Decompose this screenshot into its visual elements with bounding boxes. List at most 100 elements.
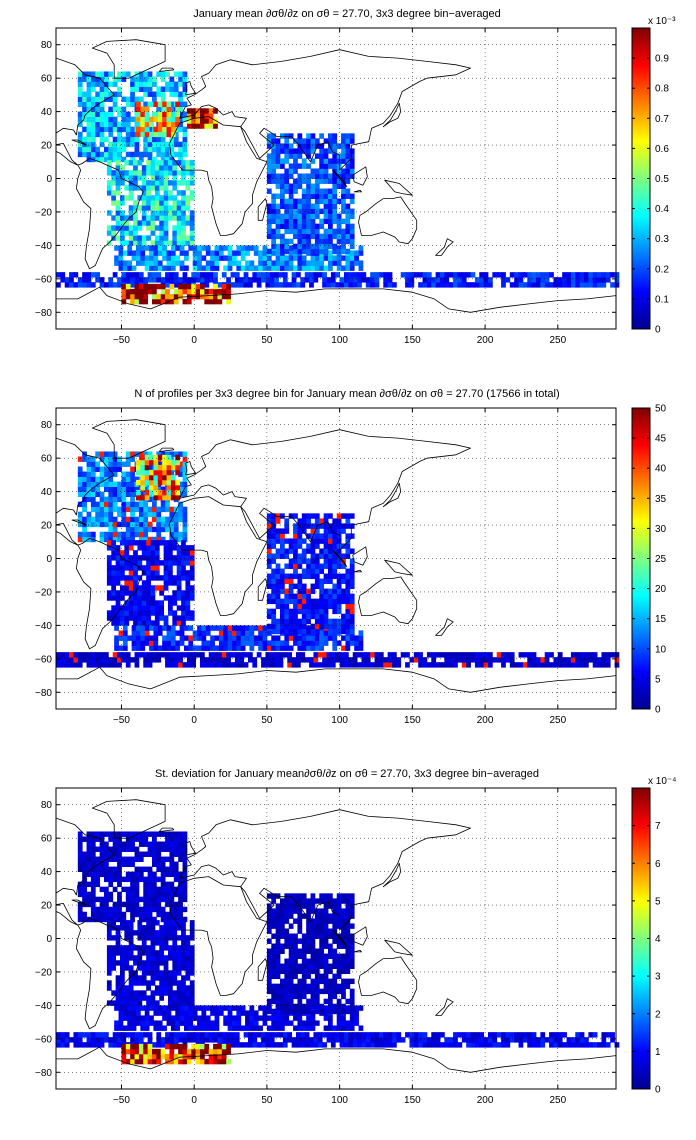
heat-cell [232, 1025, 237, 1031]
heat-cell [284, 933, 290, 939]
heat-cell [173, 861, 179, 867]
heat-cell [280, 963, 285, 969]
heat-cell [147, 91, 153, 97]
heat-cell [205, 1005, 211, 1011]
heat-cell [141, 925, 147, 931]
heat-cell [77, 841, 83, 847]
heat-cell [245, 625, 250, 631]
heat-cell [345, 618, 351, 625]
heat-cell [90, 282, 96, 288]
heat-cell [179, 245, 185, 251]
heat-cell [130, 151, 135, 158]
heat-cell [146, 215, 151, 221]
heat-cell [176, 590, 182, 596]
heat-cell [99, 511, 105, 518]
heat-cell [152, 657, 157, 663]
heat-cell [154, 615, 160, 621]
heat-cell [288, 548, 294, 554]
heat-cell [293, 213, 298, 220]
heat-cell [314, 255, 320, 261]
heat-cell [208, 652, 214, 658]
heat-cell [108, 451, 114, 457]
heat-cell [275, 953, 281, 959]
heat-cell [143, 531, 149, 538]
heat-cell [319, 603, 325, 610]
heat-cell [130, 891, 135, 898]
heat-cell [345, 218, 351, 225]
heat-cell [112, 886, 118, 893]
heat-cell [345, 265, 351, 271]
heat-cell [146, 575, 151, 581]
heat-cell [115, 160, 121, 166]
heat-cell [544, 277, 550, 283]
heat-cell [345, 543, 351, 549]
heat-cell [341, 1020, 346, 1026]
heat-cell [314, 265, 320, 271]
heat-cell [141, 555, 147, 561]
heat-cell [357, 652, 362, 658]
heat-cell [332, 928, 338, 934]
heat-cell [125, 506, 131, 513]
heat-cell [114, 635, 119, 641]
heat-cell [262, 265, 268, 271]
heat-cell [178, 277, 183, 283]
heat-cell [137, 920, 143, 926]
heat-cell [143, 511, 149, 518]
heat-cell [332, 523, 338, 529]
heat-cell [165, 856, 170, 862]
heat-cell [265, 662, 271, 668]
heat-cell [168, 600, 173, 606]
heat-cell [106, 1000, 112, 1006]
heat-cell [306, 608, 311, 615]
heat-cell [226, 652, 231, 658]
heat-cell [319, 168, 325, 174]
heat-cell [150, 620, 156, 626]
heat-cell [143, 298, 149, 305]
heat-cell [280, 218, 285, 225]
heat-cell [328, 143, 333, 149]
heat-cell [134, 516, 140, 523]
heat-cell [605, 272, 611, 278]
heat-cell [205, 245, 211, 251]
heat-cell [82, 881, 87, 888]
heat-cell [232, 250, 237, 256]
heat-cell [157, 489, 163, 496]
heat-cell [297, 163, 303, 169]
heat-cell [349, 255, 355, 261]
heat-cell [301, 548, 307, 554]
heat-cell [138, 96, 144, 102]
heat-cell [314, 208, 320, 215]
heat-cell [336, 923, 342, 929]
heat-cell [150, 965, 156, 971]
heat-cell [124, 225, 130, 231]
heat-cell [288, 563, 294, 569]
heat-cell [121, 856, 127, 862]
heat-cell [147, 156, 153, 163]
heat-cell [570, 662, 576, 668]
heat-cell [200, 108, 205, 114]
heat-cell [176, 170, 182, 176]
heat-cell [162, 265, 167, 271]
y-tick-label: −60 [35, 654, 52, 665]
heat-cell [501, 662, 506, 668]
heat-cell [301, 255, 307, 261]
heat-cell [280, 948, 285, 954]
heat-cell [218, 1010, 224, 1016]
heat-cell [297, 593, 303, 600]
heat-cell [77, 521, 83, 528]
heat-cell [141, 185, 147, 191]
heat-cell [150, 220, 156, 226]
heat-cell [117, 496, 122, 503]
heat-cell [269, 657, 275, 663]
heat-cell [60, 1032, 66, 1038]
heat-cell [284, 198, 290, 204]
heat-cell [288, 933, 294, 939]
heat-cell [165, 501, 170, 508]
heat-cell [314, 223, 320, 230]
heat-cell [236, 265, 242, 271]
heat-cell [466, 657, 471, 663]
heat-cell [306, 625, 311, 631]
heat-cell [310, 908, 316, 914]
heat-cell [146, 570, 151, 576]
heat-cell [284, 208, 290, 215]
